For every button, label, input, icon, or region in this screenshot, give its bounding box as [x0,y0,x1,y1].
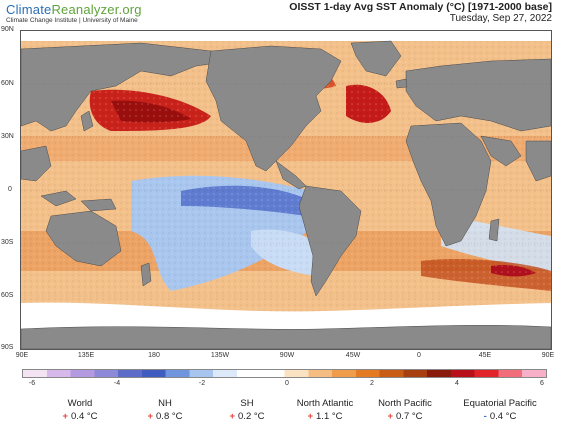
land-iceland [395,78,408,89]
lon-label-45e: 45E [478,352,492,359]
lat-label-90n: 90N [1,26,14,33]
land-eurasia [405,58,551,132]
lon-label-90e-left: 90E [15,352,29,359]
stat-name: Equatorial Pacific [463,398,537,409]
stat-name: NH [158,398,172,409]
plus-icon: + [307,411,314,422]
stat-equatorial-pacific: Equatorial Pacific -0.4 °C [455,398,545,422]
colorbar-tick: 6 [540,380,544,387]
plus-icon: + [147,411,154,422]
colorbar [22,369,547,378]
brand-logo[interactable]: ClimateReanalyzer.org [6,2,142,17]
land-australia [45,210,122,267]
colorbar-tick: 2 [370,380,374,387]
plus-icon: + [62,411,69,422]
stat-value: 0.7 °C [396,411,423,422]
stat-world: World +0.4 °C [35,398,125,422]
land-japan [80,110,94,132]
land-north-america [205,45,342,172]
land-central-america [275,160,307,190]
stat-value: 1.1 °C [316,411,343,422]
stat-nh: NH +0.8 °C [120,398,210,422]
land-madagascar [488,218,500,242]
lat-label-30n: 30N [1,133,14,140]
map-date: Tuesday, Sep 27, 2022 [449,13,552,24]
lon-label-135e: 135E [77,352,95,359]
stat-value: 0.2 °C [238,411,265,422]
graticule [21,83,551,297]
land-new-guinea [80,198,117,212]
land-southeast-asia [21,145,52,182]
brand-subtitle: Climate Change Institute | University of… [6,17,138,24]
colorbar-tick: 0 [285,380,289,387]
colorbar-tick: 4 [455,380,459,387]
colorbar-tick: -2 [198,380,206,387]
regional-stats: World +0.4 °C NH +0.8 °C SH +0.2 °C Nort… [0,398,562,423]
lon-label-0: 0 [417,352,421,359]
lat-label-0: 0 [8,186,12,193]
lon-label-180: 180 [148,352,160,359]
sea-ice-arctic [21,31,551,41]
stat-value: 0.4 °C [71,411,98,422]
stat-value: 0.8 °C [156,411,183,422]
lat-label-30s: 30S [1,239,14,246]
lat-label-90s: 90S [1,344,14,351]
land-greenland [350,40,402,77]
sst-anomaly-map[interactable] [20,30,552,350]
land-south-america [298,185,362,297]
stat-north-atlantic: North Atlantic +1.1 °C [280,398,370,422]
stat-north-pacific: North Pacific +0.7 °C [360,398,450,422]
lat-label-60n: 60N [1,80,14,87]
land-africa [405,122,492,247]
map-title: OISST 1-day Avg SST Anomaly (°C) [1971-2… [289,1,552,13]
brand-text-climate: Climate [6,2,52,17]
stat-sh: SH +0.2 °C [202,398,292,422]
land-indonesia [40,190,77,207]
plus-icon: + [387,411,394,422]
stat-value: 0.4 °C [489,411,517,422]
stat-name: SH [240,398,254,409]
lon-label-45w: 45W [345,352,361,359]
land-new-zealand [140,262,152,287]
plus-icon: + [229,411,236,422]
stat-name: North Atlantic [296,398,354,409]
land-india [525,140,551,182]
brand-text-reanalyzer: Reanalyzer [51,2,119,17]
lon-label-90w: 90W [279,352,295,359]
land-masses [21,40,551,349]
lon-label-135w: 135W [210,352,230,359]
land-arabia [480,135,522,167]
stat-name: North Pacific [378,398,432,409]
brand-text-org: .org [118,2,142,17]
lon-label-90e-right: 90E [541,352,555,359]
minus-icon: - [483,411,487,422]
lat-label-60s: 60S [1,292,14,299]
land-antarctica [21,325,551,349]
colorbar-tick: -4 [113,380,121,387]
map-svg [21,31,551,349]
stat-name: World [67,398,93,409]
colorbar-tick: -6 [28,380,36,387]
